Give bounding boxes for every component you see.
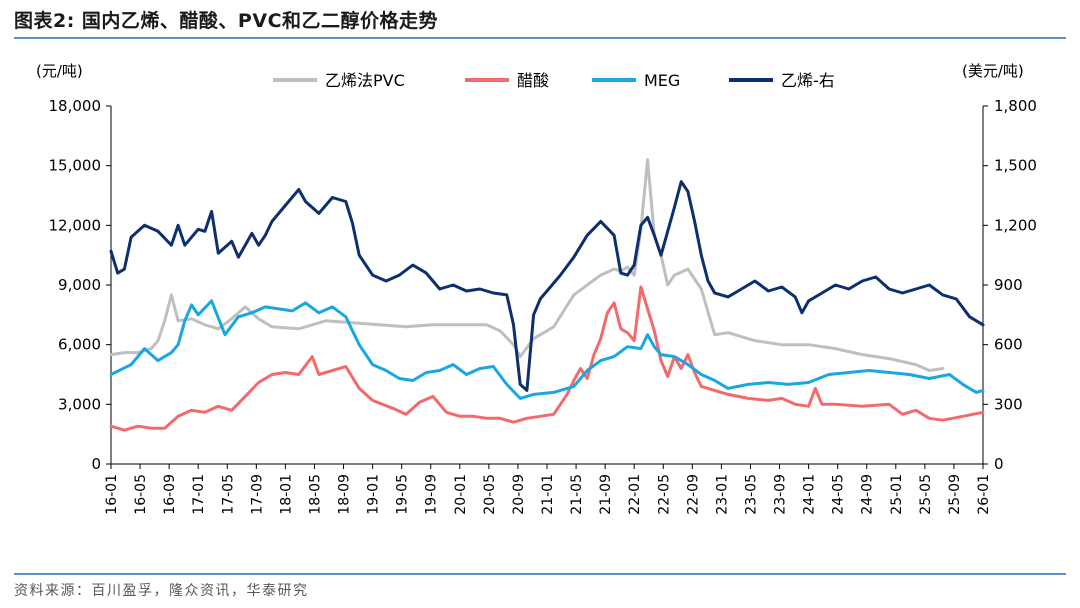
x-tick-label: 19-05 <box>395 474 411 515</box>
y-tick-left-label: 12,000 <box>49 216 102 234</box>
x-tick-label: 19-09 <box>424 474 440 515</box>
x-tick-label: 20-01 <box>453 474 469 515</box>
ticks-layer: 0 0 3,000 300 6,000 600 9,000 900 12,000 1,200 15,… <box>49 97 1037 515</box>
y-tick-left-label: 6,000 <box>58 336 101 354</box>
series-line-1 <box>109 285 985 432</box>
x-tick-label: 16-01 <box>104 474 120 515</box>
axes-layer <box>106 105 988 469</box>
x-tick-label: 24-05 <box>831 474 847 515</box>
top-rule <box>14 37 1066 39</box>
x-tick-label: 16-09 <box>162 474 178 515</box>
series-layer <box>109 158 985 432</box>
x-tick-label: 21-09 <box>598 474 614 515</box>
y-tick-right-label: 1,200 <box>994 216 1037 234</box>
x-tick-label: 25-09 <box>947 474 963 515</box>
x-tick-label: 16-05 <box>133 474 149 515</box>
series-line-3 <box>109 180 985 392</box>
x-tick-label: 25-01 <box>889 474 905 515</box>
x-tick-label: 24-09 <box>860 474 876 515</box>
x-tick-label: 17-01 <box>191 474 207 515</box>
x-tick-label: 22-01 <box>627 474 643 515</box>
x-tick-label: 17-05 <box>220 474 236 515</box>
x-tick-label: 23-01 <box>714 474 730 515</box>
y-tick-right-label: 600 <box>994 336 1023 354</box>
legend: 乙烯法PVC 醋酸 MEG 乙烯-右 <box>273 71 835 90</box>
x-tick-label: 18-01 <box>278 474 294 515</box>
x-tick-label: 23-05 <box>743 474 759 515</box>
x-tick-label: 20-05 <box>482 474 498 515</box>
legend-label-3: 乙烯-右 <box>781 71 835 90</box>
x-tick-label: 18-09 <box>337 474 353 515</box>
y-tick-right-label: 900 <box>994 276 1023 294</box>
x-tick-label: 25-05 <box>918 474 934 515</box>
x-tick-label: 21-05 <box>569 474 585 515</box>
x-tick-label: 21-01 <box>540 474 556 515</box>
x-tick-label: 19-01 <box>366 474 382 515</box>
y-tick-right-label: 1,800 <box>994 97 1037 115</box>
x-tick-label: 22-09 <box>685 474 701 515</box>
y-tick-left-label: 9,000 <box>58 276 101 294</box>
bottom-rule <box>14 573 1066 575</box>
line-chart: 0 0 3,000 300 6,000 600 9,000 900 12,000 1,200 15,… <box>36 62 1037 515</box>
legend-label-2: MEG <box>644 71 680 90</box>
series-line-0 <box>109 158 945 372</box>
legend-label-1: 醋酸 <box>517 71 549 90</box>
y-axis-right-label: (美元/吨) <box>962 62 1024 80</box>
y-tick-left-label: 15,000 <box>49 157 102 175</box>
figure-title: 图表2: 国内乙烯、醋酸、PVC和乙二醇价格走势 <box>14 10 439 32</box>
y-tick-left-label: 18,000 <box>49 97 102 115</box>
y-tick-right-label: 300 <box>994 395 1023 413</box>
x-tick-label: 24-01 <box>802 474 818 515</box>
x-tick-label: 17-09 <box>249 474 265 515</box>
series-line-2 <box>109 299 985 400</box>
x-tick-label: 20-09 <box>511 474 527 515</box>
y-axis-left-label: (元/吨) <box>36 62 83 80</box>
y-tick-left-label: 0 <box>91 455 101 473</box>
x-tick-label: 22-05 <box>656 474 672 515</box>
y-tick-left-label: 3,000 <box>58 395 101 413</box>
x-tick-label: 23-09 <box>773 474 789 515</box>
legend-label-0: 乙烯法PVC <box>325 71 405 90</box>
x-tick-label: 18-05 <box>307 474 323 515</box>
y-tick-right-label: 1,500 <box>994 157 1037 175</box>
source-note: 资料来源：百川盈孚，隆众资讯，华泰研究 <box>14 583 309 599</box>
x-tick-label: 26-01 <box>976 474 992 515</box>
y-tick-right-label: 0 <box>994 455 1004 473</box>
